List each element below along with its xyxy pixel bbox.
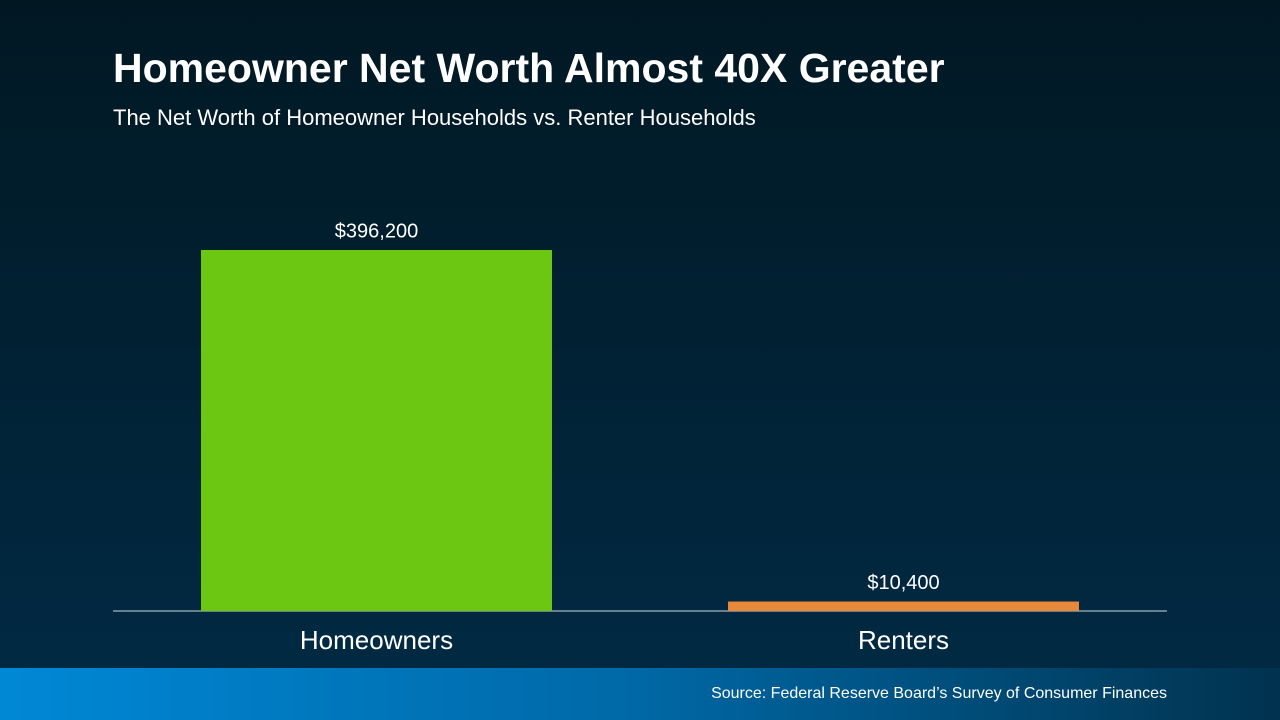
value-label: $396,200 [335,220,418,242]
chart-title: Homeowner Net Worth Almost 40X Greater [113,45,945,91]
bar [728,601,1079,611]
x-tick-label: Homeowners [300,625,453,655]
bar [201,250,552,611]
x-tick-label: Renters [858,625,949,655]
chart-subtitle: The Net Worth of Homeowner Households vs… [113,105,756,130]
footer-band [0,668,1280,720]
source-note: Source: Federal Reserve Board’s Survey o… [711,685,1167,702]
value-label: $10,400 [867,572,939,594]
